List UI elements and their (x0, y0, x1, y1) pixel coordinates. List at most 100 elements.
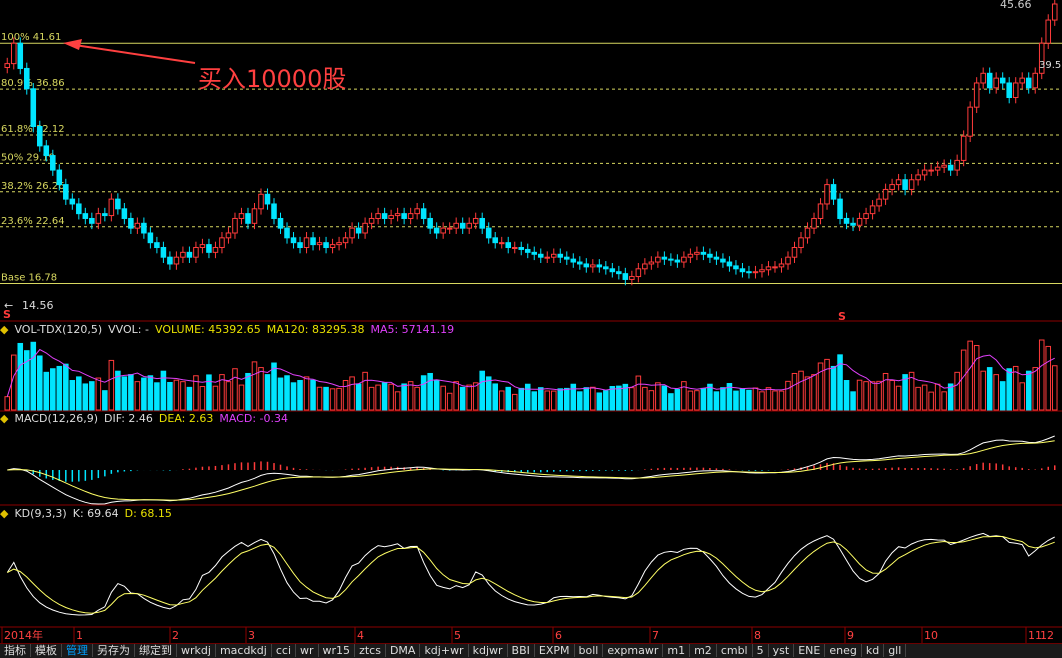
indicator-tab-16[interactable]: boll (575, 644, 604, 657)
indicator-tab-11[interactable]: DMA (386, 644, 421, 657)
candle (830, 184, 837, 200)
volume-bar (518, 387, 525, 411)
volume-bar (375, 384, 381, 411)
candle (342, 237, 349, 244)
volume-bar (193, 375, 199, 411)
candle (433, 227, 440, 234)
volume-bar (89, 381, 95, 411)
indicator-tab-20[interactable]: cmbl (717, 644, 753, 657)
indicator-tab-14[interactable]: BBI (508, 644, 535, 657)
volume-bar (459, 386, 466, 411)
volume-bar (967, 340, 973, 411)
indicator-tab-18[interactable]: m1 (663, 644, 691, 657)
kd-indicator-icon[interactable]: ◆ (0, 507, 9, 520)
volume-bar (817, 362, 824, 411)
annotation-arrow (67, 43, 196, 64)
kd-k: K: 69.64 (72, 507, 119, 520)
vol-indicator-icon[interactable]: ◆ (0, 323, 9, 336)
volume-bar (316, 386, 323, 411)
volume-bar (349, 376, 355, 411)
indicator-tab-6[interactable]: macdkdj (216, 644, 272, 657)
kd-name[interactable]: KD(9,3,3) (14, 507, 67, 520)
volume-bar (362, 371, 368, 411)
candle (661, 256, 668, 260)
volume-bar (264, 374, 271, 411)
volume-bar (180, 381, 186, 411)
volume-bar (609, 386, 616, 411)
candle (993, 77, 999, 89)
indicator-tab-13[interactable]: kdjwr (469, 644, 508, 657)
volume-bar (167, 381, 173, 411)
indicator-tab-2[interactable]: 管理 (62, 644, 93, 657)
candle (10, 42, 17, 65)
candle (102, 213, 108, 217)
candle (642, 263, 648, 270)
volume-bar (381, 382, 388, 411)
candle (401, 213, 407, 219)
candle (505, 242, 512, 249)
candle (238, 213, 245, 219)
candle (349, 227, 355, 239)
volume-bar (570, 383, 577, 411)
volume-bar (128, 374, 134, 411)
candle (82, 213, 89, 219)
indicator-tab-8[interactable]: wr (296, 644, 319, 657)
volume-bar (791, 372, 798, 411)
candle (752, 271, 759, 274)
indicator-tab-7[interactable]: cci (272, 644, 296, 657)
time-tick-label: 7 (652, 629, 659, 642)
indicator-tab-23[interactable]: ENE (794, 644, 826, 657)
candle (707, 253, 713, 258)
volume-bar (629, 387, 635, 411)
volume-bar (186, 386, 193, 411)
volume-bar (472, 382, 479, 411)
volume-bar (212, 385, 219, 411)
candle (817, 203, 824, 219)
indicator-tab-3[interactable]: 另存为 (93, 644, 135, 657)
indicator-tab-22[interactable]: yst (769, 644, 795, 657)
candlestick-series[interactable] (4, 0, 1058, 286)
candle (1019, 77, 1025, 84)
indicator-tab-4[interactable]: 绑定到 (135, 644, 177, 657)
volume-bar (524, 383, 531, 411)
indicator-tab-21[interactable]: 5 (753, 644, 769, 657)
candle (284, 227, 290, 239)
indicator-tab-10[interactable]: ztcs (355, 644, 386, 657)
volume-bar (43, 371, 50, 411)
candle (973, 82, 980, 108)
volume-bar (511, 393, 518, 411)
volume-bar (707, 383, 713, 411)
candle (290, 237, 297, 244)
candle (69, 198, 76, 205)
indicator-tab-12[interactable]: kdj+wr (420, 644, 469, 657)
volume-bar (82, 383, 89, 411)
macd-indicator-icon[interactable]: ◆ (0, 412, 9, 425)
indicator-tab-24[interactable]: eneg (825, 644, 862, 657)
vol-name[interactable]: VOL-TDX(120,5) (14, 323, 103, 336)
volume-bar (635, 375, 642, 411)
candle (368, 217, 375, 224)
volume-bar (479, 370, 485, 411)
candle (173, 256, 180, 265)
candle (277, 217, 284, 229)
indicator-tab-25[interactable]: kd (862, 644, 885, 657)
volume-bar (37, 355, 43, 411)
indicator-tab-15[interactable]: EXPM (535, 644, 575, 657)
candle (453, 222, 459, 229)
indicator-tab-19[interactable]: m2 (690, 644, 717, 657)
candle (603, 266, 609, 270)
indicator-tab-1[interactable]: 模板 (31, 644, 62, 657)
volume-bar (225, 381, 232, 411)
indicator-tab-17[interactable]: expmawr (603, 644, 664, 657)
volume-bar (323, 386, 329, 411)
indicator-tab-26[interactable]: gll (884, 644, 907, 657)
indicator-tab-9[interactable]: wr15 (319, 644, 356, 657)
candle (765, 266, 772, 271)
volume-bar (303, 376, 310, 411)
indicator-tab-0[interactable]: 指标 (0, 644, 31, 657)
indicator-tab-5[interactable]: wrkdj (177, 644, 216, 657)
macd-panel (7, 435, 1056, 505)
macd-name[interactable]: MACD(12,26,9) (14, 412, 99, 425)
volume-bar (915, 386, 921, 411)
